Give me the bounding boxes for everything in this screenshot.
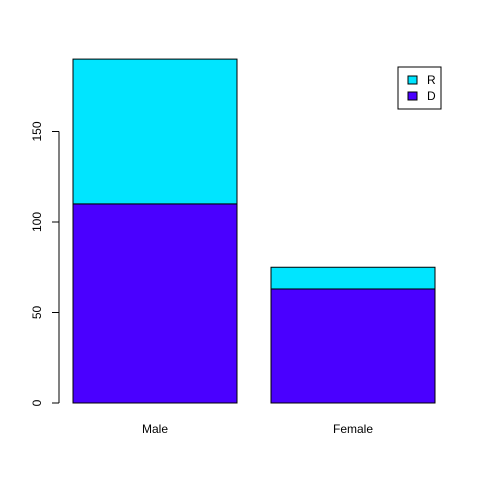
x-axis-labels: Male Female [142, 422, 373, 436]
legend-box [397, 66, 442, 110]
y-tick-label-150: 150 [30, 121, 44, 141]
y-axis: 0 50 100 150 [30, 121, 60, 406]
legend: RD [397, 66, 442, 110]
legend-label-d: D [427, 89, 436, 103]
y-tick-label-0: 0 [30, 399, 44, 406]
plot-area [72, 58, 436, 404]
bar-male-r [72, 58, 238, 205]
legend-label-r: R [427, 73, 436, 87]
legend-swatch-r [407, 75, 418, 85]
bar-female-r [270, 266, 436, 290]
x-label-male: Male [142, 422, 168, 436]
legend-swatch-d [407, 91, 418, 101]
x-label-female: Female [333, 422, 373, 436]
y-tick-label-50: 50 [30, 306, 44, 320]
bar-female-d [270, 288, 436, 404]
y-tick-label-100: 100 [30, 212, 44, 232]
bar-male-d [72, 203, 238, 404]
